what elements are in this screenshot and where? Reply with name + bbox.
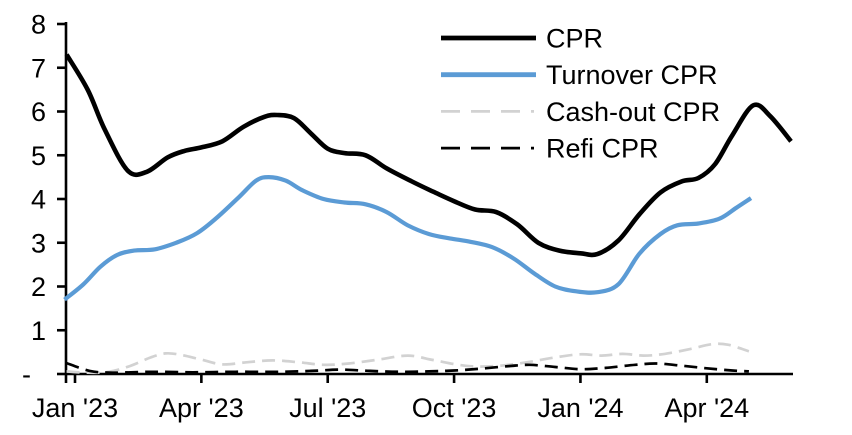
y-axis-label: 4 [31,185,46,215]
series-line-refi-cpr [66,361,749,375]
axes: -1 2 3 4 5 6 7 8 Jan '23 Apr '23 Jul '23 Oct '23 Jan… [22,10,793,423]
series-line-cpr [64,53,793,258]
series-line-turnover-cpr [63,175,753,302]
y-axis-label: 6 [31,97,46,127]
y-axis-label: 8 [31,10,46,40]
y-axis-label: 1 [31,316,46,346]
y-axis-label: 2 [31,272,46,302]
x-axis-label: Jan '24 [537,393,623,423]
y-axis-label: 5 [31,141,46,171]
legend-label: Cash-out CPR [546,97,720,127]
legend-item-refi-cpr: Refi CPR [441,134,659,164]
y-axis-label: - [22,360,31,390]
series-line-cash-out-cpr [66,342,750,375]
legend-label: Refi CPR [546,134,659,164]
legend-item-turnover-cpr: Turnover CPR [441,60,718,90]
y-axis-label: 7 [31,53,46,83]
x-axis-label: Oct '23 [412,393,497,423]
legend-label: CPR [546,24,603,54]
x-axis-label: Jul '23 [289,393,366,423]
legend-item-cash-out-cpr: Cash-out CPR [441,97,720,127]
series-lines [63,53,793,375]
legend: CPR Turnover CPR Cash-out CPR Refi CPR [441,24,720,164]
legend-item-cpr: CPR [441,24,603,54]
x-axis-label: Jan '23 [32,393,118,423]
y-axis-label: 3 [31,228,46,258]
x-axis-label: Apr '24 [664,393,749,423]
x-axis-label: Apr '23 [159,393,244,423]
legend-label: Turnover CPR [546,60,718,90]
